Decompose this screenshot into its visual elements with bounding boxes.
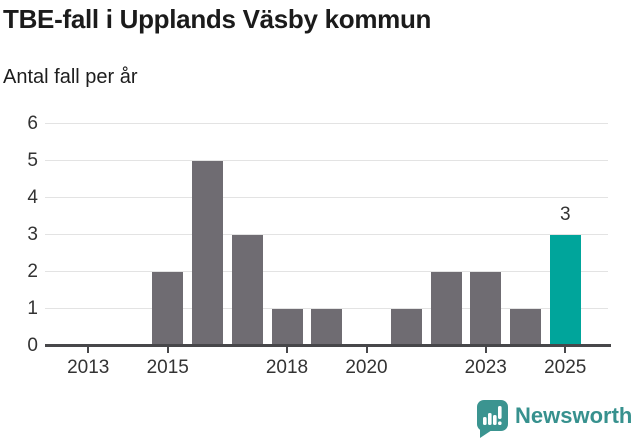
bar xyxy=(390,309,422,346)
x-axis-label: 2023 xyxy=(464,357,507,378)
bar-highlighted xyxy=(549,235,581,346)
chart-subtitle: Antal fall per år xyxy=(3,66,138,88)
bar xyxy=(152,272,184,346)
y-axis-label: 3 xyxy=(27,224,38,245)
y-axis-label: 5 xyxy=(27,150,38,171)
gridline xyxy=(45,271,608,272)
x-axis-label: 2015 xyxy=(146,357,189,378)
gridline xyxy=(45,308,608,309)
x-axis-tick xyxy=(564,347,567,353)
bar xyxy=(311,309,343,346)
x-axis-label: 2018 xyxy=(265,357,309,378)
newsworthy-logo-icon xyxy=(477,400,508,439)
gridline xyxy=(45,123,608,124)
y-axis-label: 6 xyxy=(27,113,38,134)
x-axis-line xyxy=(45,344,611,347)
x-axis-tick xyxy=(286,347,288,353)
y-axis-label: 4 xyxy=(27,187,38,208)
gridline xyxy=(45,197,608,198)
brand-footer: Newsworthy xyxy=(477,400,631,439)
x-axis-label: 2020 xyxy=(345,357,388,378)
x-axis-tick xyxy=(166,347,169,353)
y-axis-label: 0 xyxy=(27,335,38,356)
bar xyxy=(192,161,223,346)
y-axis-label: 2 xyxy=(27,261,38,282)
gridline xyxy=(45,160,608,161)
x-axis-tick xyxy=(365,347,368,353)
chart-title: TBE-fall i Upplands Väsby kommun xyxy=(3,4,432,34)
bar xyxy=(430,272,462,346)
x-axis-label: 2025 xyxy=(544,357,587,378)
y-axis-label: 1 xyxy=(27,298,38,319)
x-axis-label: 2013 xyxy=(67,357,110,378)
bar-value-label: 3 xyxy=(559,204,571,225)
x-axis-tick xyxy=(87,347,90,353)
x-axis-tick xyxy=(484,347,487,353)
bar xyxy=(231,235,263,346)
bar xyxy=(271,309,303,346)
bar xyxy=(470,272,502,346)
gridline xyxy=(45,234,608,235)
brand-name: Newsworthy xyxy=(515,403,631,428)
bar xyxy=(510,309,541,346)
